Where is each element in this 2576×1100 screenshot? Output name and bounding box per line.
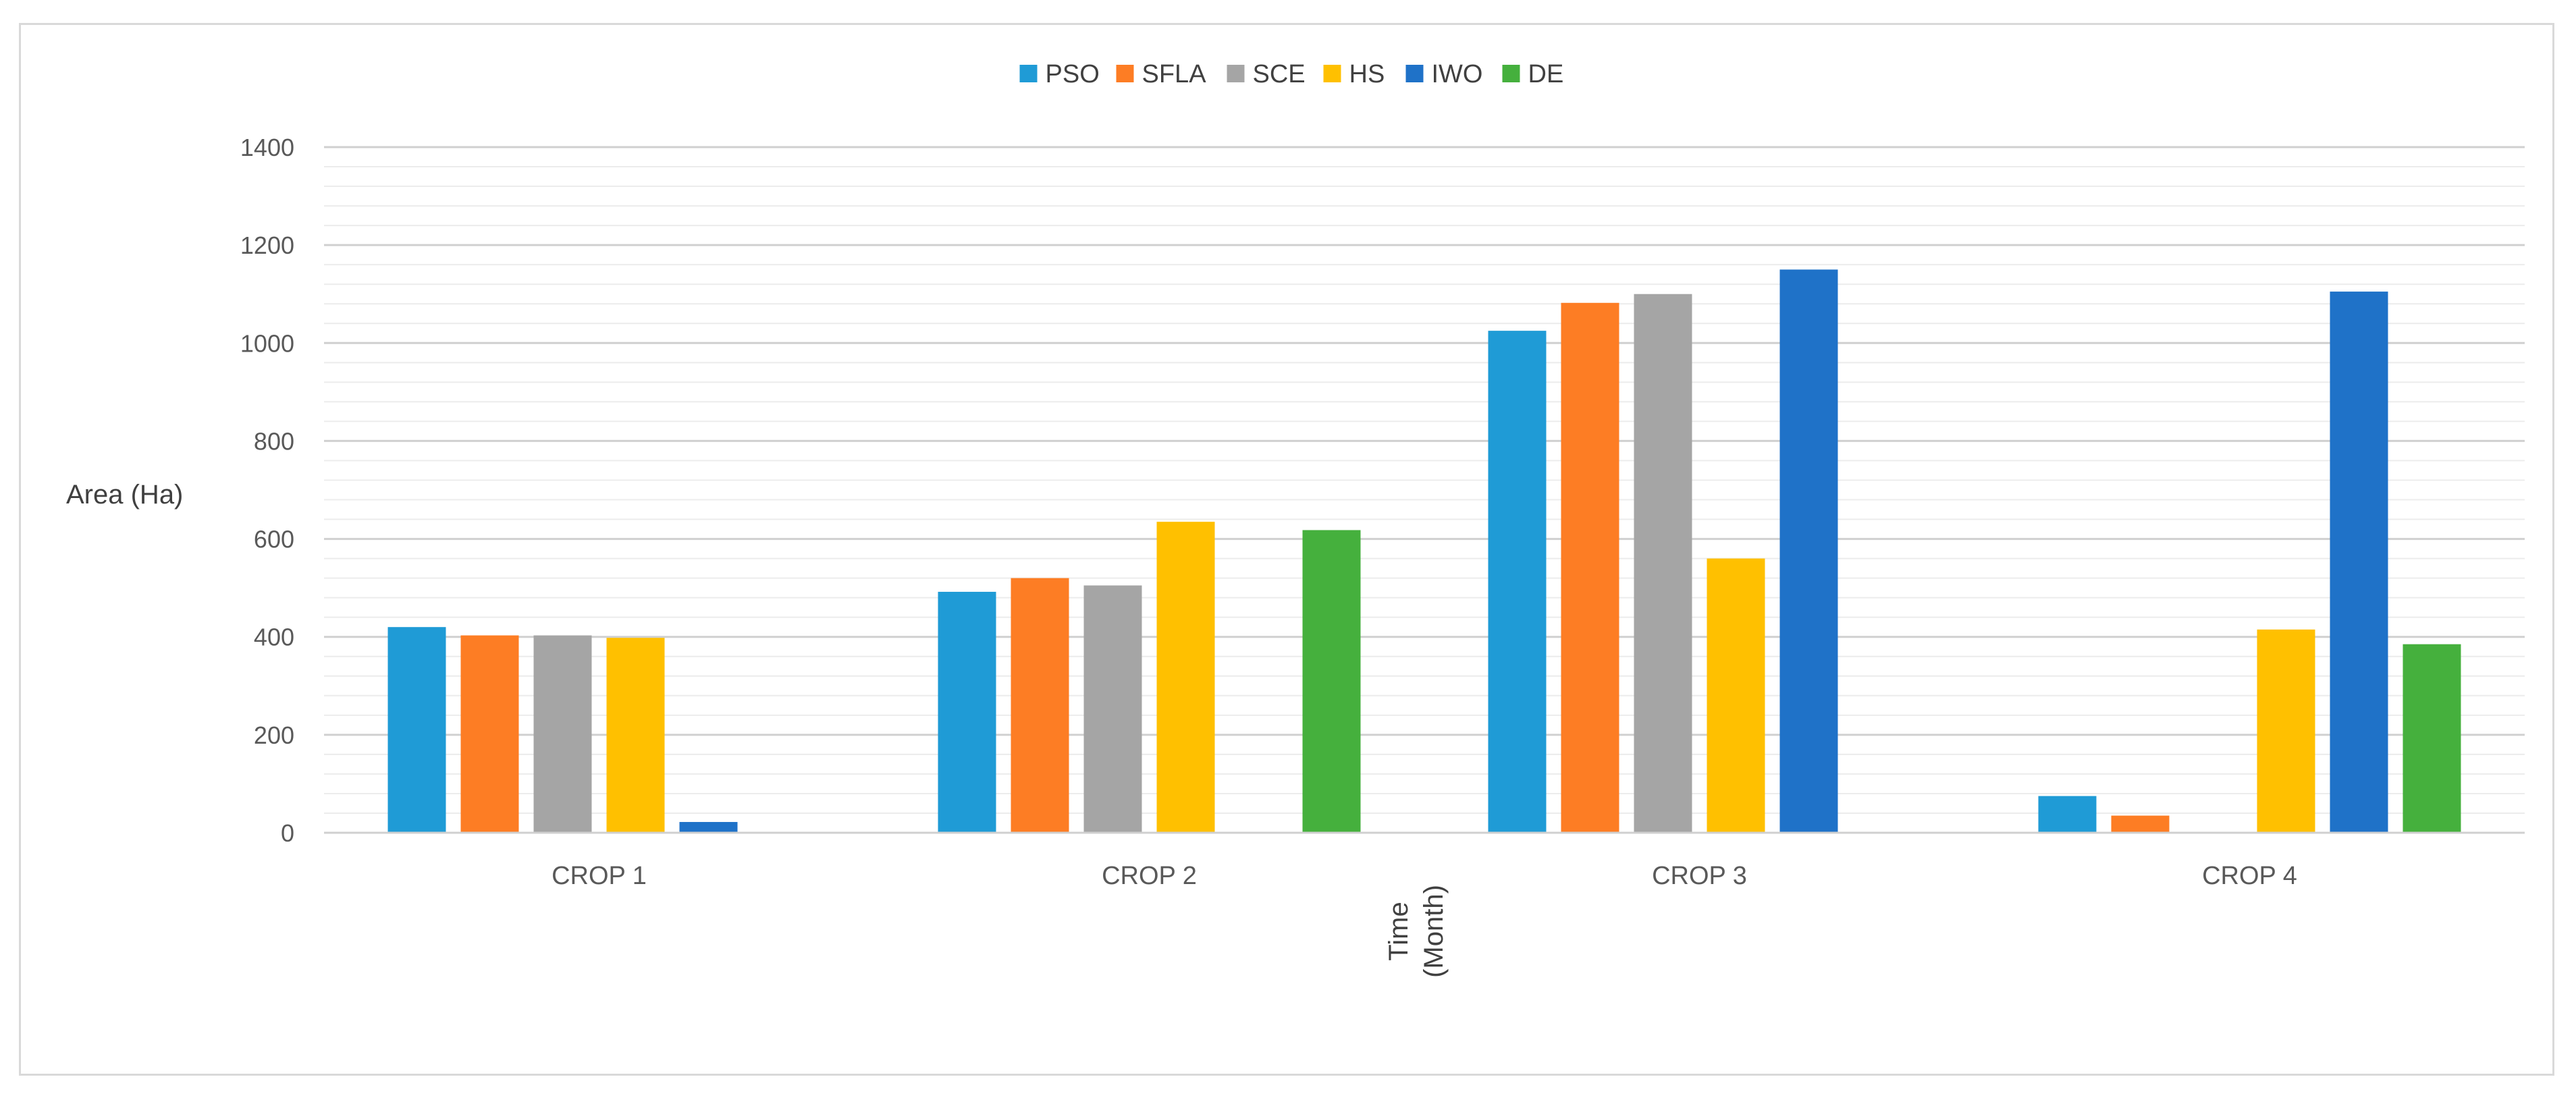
y-tick-label: 1200 [240, 231, 294, 259]
legend-swatch-iwo [1405, 65, 1424, 82]
bar-de-crop-4 [2403, 644, 2461, 833]
legend-label-hs: HS [1349, 60, 1385, 88]
legend-label-sce: SCE [1253, 60, 1306, 88]
legend-label-sfla: SFLA [1142, 60, 1207, 88]
x-category-label: CROP 2 [1102, 862, 1197, 890]
y-tick-label: 1400 [240, 134, 294, 161]
x-axis-title-line-1: Time [1384, 902, 1414, 960]
x-axis-categories: CROP 1 CROP 2 CROP 3 CROP 4 [552, 862, 2297, 890]
legend-swatch-sce [1227, 65, 1245, 82]
y-axis-title: Area (Ha) [66, 480, 183, 510]
bar-pso-crop-2 [938, 591, 996, 833]
bar-de-crop-2 [1302, 530, 1361, 833]
bar-hs-crop-2 [1156, 522, 1215, 833]
legend-swatch-de [1502, 65, 1520, 82]
bar-sce-crop-2 [1083, 585, 1142, 833]
y-axis-ticks: 0 200 400 600 800 1000 1200 1400 [240, 134, 294, 847]
bar-sce-crop-1 [533, 635, 592, 833]
legend-swatch-pso [1019, 65, 1038, 82]
y-tick-label: 600 [254, 526, 294, 553]
y-tick-label: 200 [254, 721, 294, 749]
bar-sfla-crop-4 [2111, 815, 2170, 833]
x-axis-title-line-2: (Month) [1419, 885, 1449, 978]
x-category-label: CROP 1 [552, 862, 647, 890]
legend-label-de: DE [1528, 60, 1564, 88]
bar-sce-crop-3 [1634, 294, 1692, 833]
bar-iwo-crop-4 [2330, 292, 2388, 833]
legend-swatch-sfla [1116, 65, 1134, 82]
bar-hs-crop-4 [2257, 629, 2315, 833]
bar-sfla-crop-3 [1561, 302, 1619, 833]
y-tick-label: 1000 [240, 329, 294, 357]
legend-swatch-hs [1323, 65, 1341, 82]
bars [387, 269, 2461, 833]
bar-hs-crop-1 [606, 638, 665, 833]
bar-sfla-crop-2 [1011, 578, 1069, 833]
legend: PSO SFLA SCE HS IWO DE [1019, 60, 1564, 88]
y-tick-label: 800 [254, 427, 294, 455]
y-tick-label: 0 [281, 819, 294, 847]
bar-pso-crop-3 [1488, 331, 1547, 833]
chart-frame [19, 23, 2554, 1076]
bar-hs-crop-3 [1707, 558, 1765, 833]
bar-iwo-crop-1 [679, 822, 738, 833]
legend-label-pso: PSO [1046, 60, 1100, 88]
x-category-label: CROP 3 [1652, 862, 1747, 890]
legend-label-iwo: IWO [1432, 60, 1483, 88]
gridlines [324, 146, 2525, 814]
bar-iwo-crop-3 [1779, 269, 1838, 833]
bar-sfla-crop-1 [460, 635, 519, 833]
bar-pso-crop-1 [387, 627, 446, 833]
bar-pso-crop-4 [2038, 796, 2097, 833]
y-tick-label: 400 [254, 624, 294, 651]
x-axis-title: Time (Month) [1384, 885, 1449, 978]
x-category-label: CROP 4 [2202, 862, 2297, 890]
